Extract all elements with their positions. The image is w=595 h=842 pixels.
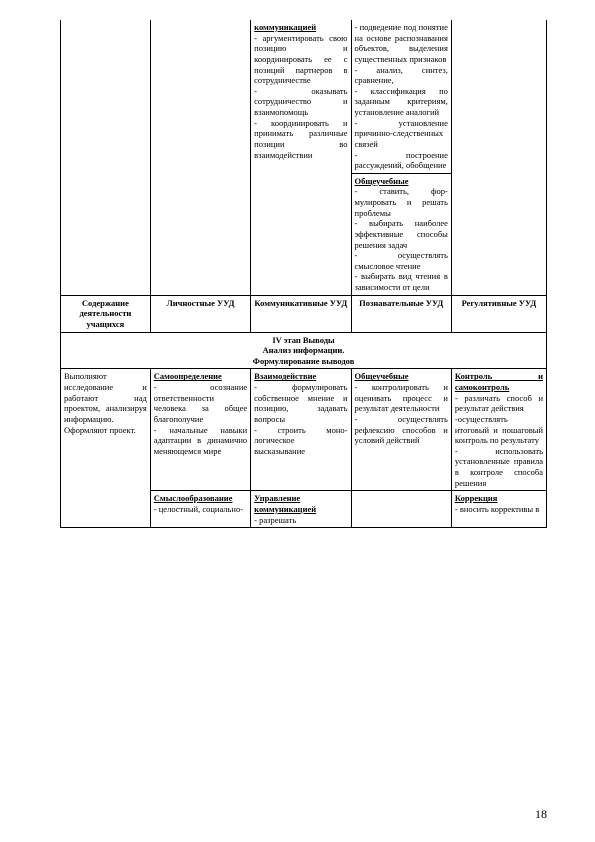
cell-r3c1: Выполняют исследование и работают над пр… — [61, 369, 151, 528]
r4c5-body: - вносить коррективы в — [455, 504, 539, 514]
r3c1-body: Выполняют исследование и работают над пр… — [64, 371, 147, 434]
r3c4-body: - контролировать и оценивать процесс и р… — [355, 382, 448, 445]
hdr-3: Коммуникативные УУД — [251, 295, 351, 332]
r4c5-head: Коррекция — [455, 493, 498, 503]
r3c2-head: Самоопределение — [154, 371, 222, 381]
r4c3-body: - разрешать — [254, 515, 296, 525]
cell-r4c3: Управление коммуникацией - разрешать — [251, 491, 351, 528]
r1c4b-body: - ставить, фор-мулировать и решать пробл… — [355, 186, 448, 292]
hdr-4: Познавательные УУД — [351, 295, 451, 332]
r3c5-body: - различать способ и результат действия-… — [455, 393, 543, 488]
r1c3-body: - аргументировать свою позицию и координ… — [254, 33, 347, 160]
cell-r4c2: Смыслообразование - целостный, социально… — [150, 491, 250, 528]
r3c3-head: Взаимодействие — [254, 371, 316, 381]
stage-row: IV этап ВыводыАнализ информации.Формулир… — [61, 332, 547, 369]
r4c3-head: Управление коммуникацией — [254, 493, 316, 514]
header-row: Содержание деятельности учащихся Личност… — [61, 295, 547, 332]
cell-r1c5 — [451, 20, 546, 295]
r4c2-body: - целостный, социально- — [154, 504, 243, 514]
page-number: 18 — [535, 807, 547, 822]
cell-r1c1 — [61, 20, 151, 295]
cell-r1c3: коммуникацией - аргументировать свою поз… — [251, 20, 351, 295]
hdr-5: Регулятивные УУД — [451, 295, 546, 332]
r3c3-body: - формулировать собственное мнение и поз… — [254, 382, 347, 456]
cell-r1c4b: Общеучебные - ставить, фор-мулировать и … — [351, 173, 451, 295]
cell-r4c5: Коррекция - вносить коррективы в — [451, 491, 546, 528]
r1c4a-body: - подведение под понятие на основе распо… — [355, 22, 448, 170]
hdr-1: Содержание деятельности учащихся — [61, 295, 151, 332]
cell-r3c5: Контроль и самоконтроль - различать спос… — [451, 369, 546, 491]
content-row-3: Выполняют исследование и работают над пр… — [61, 369, 547, 491]
r4c2-head: Смыслообразование — [154, 493, 233, 503]
r3c4-head: Общеучебные — [355, 371, 409, 381]
hdr-2: Личностные УУД — [150, 295, 250, 332]
cell-r3c4: Общеучебные - контролировать и оценивать… — [351, 369, 451, 491]
cell-r3c3: Взаимодействие - формулировать собственн… — [251, 369, 351, 491]
r3c2-body: - осознание ответственности человека за … — [154, 382, 247, 456]
r1c4b-head: Общеучебные — [355, 176, 409, 186]
cell-r4c4 — [351, 491, 451, 528]
cell-r3c2: Самоопределение - осознание ответственно… — [150, 369, 250, 491]
document-table: коммуникацией - аргументировать свою поз… — [60, 20, 547, 528]
cell-r1c4a: - подведение под понятие на основе распо… — [351, 20, 451, 173]
cell-r1c2 — [150, 20, 250, 295]
stage-cell: IV этап ВыводыАнализ информации.Формулир… — [61, 332, 547, 369]
r3c5-head: Контроль и самоконтроль — [455, 371, 543, 392]
r1c3-head: коммуникацией — [254, 22, 316, 32]
continuation-row: коммуникацией - аргументировать свою поз… — [61, 20, 547, 173]
